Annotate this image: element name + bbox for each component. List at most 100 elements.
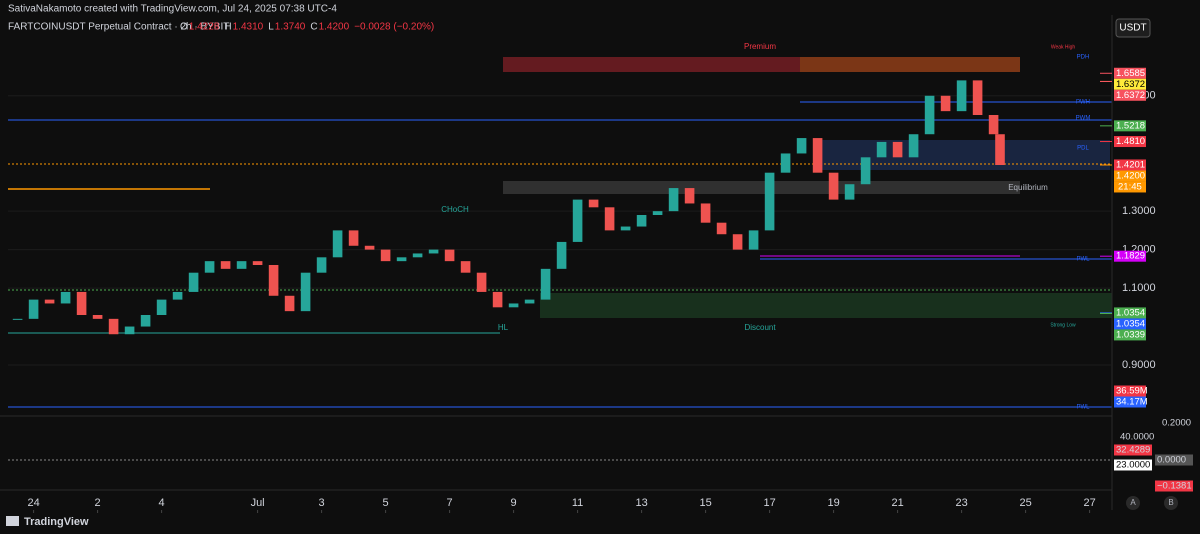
oscillator-label: 23.0000 xyxy=(1116,460,1150,471)
candle xyxy=(995,134,1005,165)
candle xyxy=(44,299,55,304)
ohlc-key: O xyxy=(180,22,188,33)
ohlc-key: H xyxy=(224,22,231,33)
candle xyxy=(860,157,871,185)
annotation: CHoCH xyxy=(441,205,469,214)
scale-button-label[interactable]: A xyxy=(1130,498,1136,507)
price-label: 1.4810 xyxy=(1116,136,1145,147)
volume-label-box xyxy=(1114,396,1146,408)
scale-button-label[interactable]: B xyxy=(1168,498,1173,507)
price-label: 1.6372 xyxy=(1116,90,1145,101)
change: −0.0028 (−0.20%) xyxy=(354,22,434,33)
candle xyxy=(876,141,887,158)
brand-logo xyxy=(6,516,19,526)
oscillator-label: 0.2000 xyxy=(1162,418,1191,429)
candle xyxy=(588,199,599,208)
candle xyxy=(668,188,679,212)
price-label: 1.5218 xyxy=(1116,120,1145,131)
candle xyxy=(332,230,343,258)
candle xyxy=(172,291,183,300)
candle xyxy=(396,257,407,262)
x-tick-label: 25 xyxy=(1019,497,1031,509)
attribution: SativaNakamoto created with TradingView.… xyxy=(8,4,337,15)
candle xyxy=(364,245,375,250)
candle xyxy=(140,315,151,327)
symbol: FARTCOINUSDT Perpetual Contract · 2h · B… xyxy=(8,22,229,33)
candle xyxy=(476,272,487,292)
candle xyxy=(156,299,167,315)
candle xyxy=(108,318,119,335)
scale-button[interactable] xyxy=(1126,496,1140,510)
x-tick-label: 3 xyxy=(319,497,325,509)
annotation: Discount xyxy=(744,323,776,332)
annotation: Premium xyxy=(744,42,776,51)
candle xyxy=(380,249,391,262)
price-label: 1.6372 xyxy=(1116,79,1145,90)
candle xyxy=(220,261,231,269)
price-label-box xyxy=(1114,159,1146,171)
discount-zone xyxy=(540,293,1112,318)
candle xyxy=(28,299,39,319)
price-label: 1.0339 xyxy=(1116,329,1145,340)
candle xyxy=(268,265,279,296)
candle xyxy=(956,80,967,112)
candle xyxy=(124,326,135,335)
annotation: PWL xyxy=(1076,257,1090,263)
candle xyxy=(572,199,583,242)
candle xyxy=(764,172,775,231)
price-label-box xyxy=(1114,120,1146,132)
currency[interactable]: USDT xyxy=(1119,23,1146,34)
candle xyxy=(492,291,503,308)
annotation: PWH xyxy=(1076,100,1090,106)
x-tick-label: 13 xyxy=(635,497,647,509)
ohlc-key: L xyxy=(268,22,274,33)
annotation: HL xyxy=(498,323,509,332)
candle xyxy=(204,261,215,273)
oscillator-label-box xyxy=(1114,444,1152,456)
weak-high-zone xyxy=(800,57,1020,72)
x-tick-label: 11 xyxy=(572,497,583,509)
annotation: PWL xyxy=(1076,405,1090,411)
candle xyxy=(604,207,615,231)
candle xyxy=(76,291,87,315)
x-tick-label: 5 xyxy=(383,497,389,509)
candle xyxy=(972,80,983,115)
x-tick-label: 7 xyxy=(447,497,453,509)
x-tick-label: 4 xyxy=(159,497,165,509)
candle xyxy=(428,249,439,254)
currency-button[interactable] xyxy=(1115,18,1151,38)
candle xyxy=(284,295,295,312)
scale-button[interactable] xyxy=(1164,496,1178,510)
price-label-box xyxy=(1114,170,1146,182)
candle xyxy=(508,303,519,308)
candle xyxy=(940,95,951,112)
annotation: PDH xyxy=(1077,55,1090,61)
y-tick-label: 1.3000 xyxy=(1122,205,1156,217)
price-label-box xyxy=(1114,318,1146,330)
ohlc-value: 1.4310 xyxy=(233,22,264,33)
annotation: Equilibrium xyxy=(1008,183,1048,192)
candle xyxy=(524,299,535,304)
price-label: 1.4201 xyxy=(1116,159,1145,170)
candle xyxy=(540,268,551,300)
oscillator-label: 40.0000 xyxy=(1120,432,1154,443)
candle xyxy=(348,230,359,246)
x-tick-label: 9 xyxy=(511,497,517,509)
oscillator-label-box xyxy=(1114,459,1152,471)
x-tick-label: 21 xyxy=(891,497,903,509)
candle xyxy=(444,249,455,262)
brand: TradingView xyxy=(24,516,89,528)
candle xyxy=(652,211,663,215)
x-tick-label: 27 xyxy=(1083,497,1095,509)
price-label: 1.1829 xyxy=(1116,251,1145,262)
y-tick-label: 0.9000 xyxy=(1122,359,1156,371)
countdown-box xyxy=(1114,181,1146,193)
x-tick-label: 15 xyxy=(699,497,711,509)
price-label: 1.0354 xyxy=(1116,318,1145,329)
countdown: 21:45 xyxy=(1118,181,1142,192)
price-label-box xyxy=(1114,250,1146,262)
